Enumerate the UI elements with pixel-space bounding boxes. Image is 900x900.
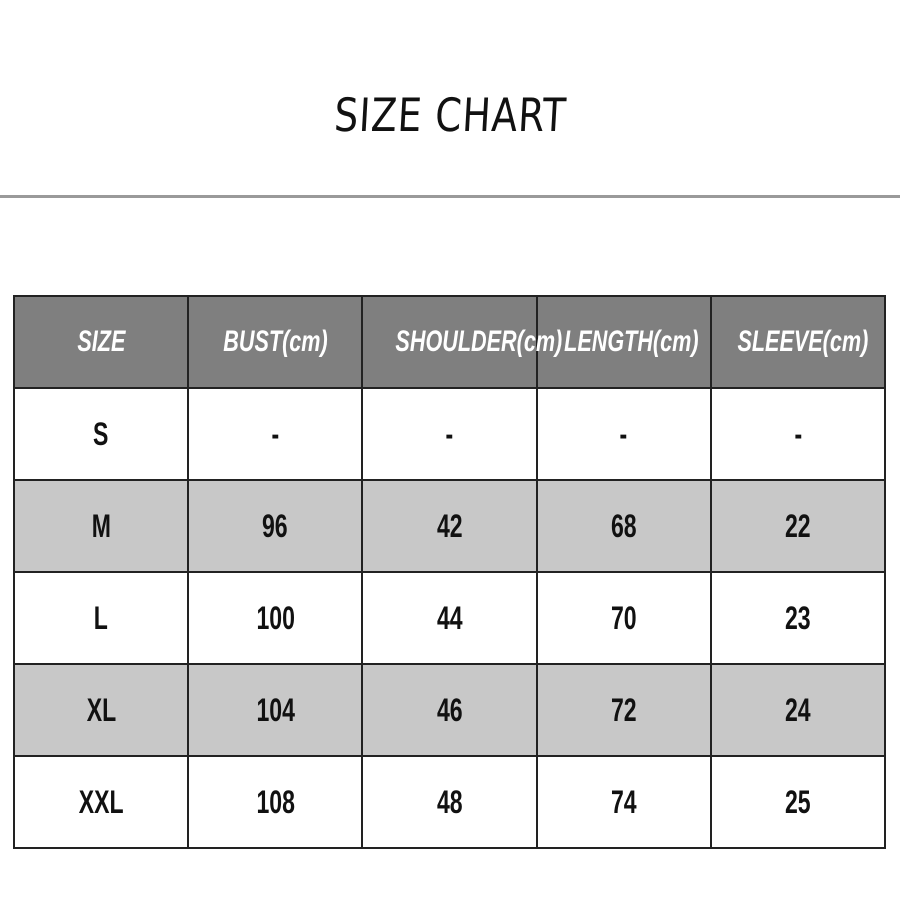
table-cell: XXL: [12, 755, 190, 849]
size-table: SIZE BUST(cm) SHOULDER(cm) LENGTH(cm) SLEEVE…: [12, 295, 887, 849]
table-cell: XL: [12, 663, 190, 757]
cell-value: 42: [436, 507, 463, 544]
table-cell: 104: [187, 663, 364, 757]
cell-value: -: [271, 415, 280, 452]
cell-value: -: [619, 415, 628, 452]
cell-value: XXL: [78, 783, 124, 820]
table-row: XXL 108 48 74 25: [12, 755, 887, 849]
table-cell: -: [361, 387, 538, 481]
column-header: SLEEVE(cm): [709, 295, 887, 389]
table-cell: -: [535, 387, 712, 481]
table-cell: 74: [535, 755, 712, 849]
header-row: SIZE BUST(cm) SHOULDER(cm) LENGTH(cm) SLEEVE…: [12, 295, 887, 389]
cell-value: 108: [256, 783, 295, 820]
cell-value: 74: [610, 783, 637, 820]
cell-value: 24: [785, 691, 811, 728]
table-cell: M: [12, 479, 190, 573]
table-cell: -: [709, 387, 887, 481]
page-title: SIZE CHART: [332, 88, 568, 142]
table-cell: 72: [535, 663, 712, 757]
cell-value: 104: [256, 691, 295, 728]
column-header: LENGTH(cm): [535, 295, 712, 389]
divider: [0, 195, 900, 198]
table-cell: 22: [709, 479, 887, 573]
cell-value: XL: [86, 691, 116, 728]
cell-value: 68: [610, 507, 637, 544]
table-cell: L: [12, 571, 190, 665]
column-header: SIZE: [12, 295, 190, 389]
column-header-label: SLEEVE(cm): [737, 325, 869, 358]
table-cell: 25: [709, 755, 887, 849]
cell-value: 72: [610, 691, 637, 728]
table-row: L 100 44 70 23: [12, 571, 887, 665]
column-header-label: LENGTH(cm): [563, 325, 699, 358]
table-cell: 24: [709, 663, 887, 757]
column-header: SHOULDER(cm): [361, 295, 563, 389]
table-cell: 100: [187, 571, 364, 665]
cell-value: 25: [785, 783, 811, 820]
table-cell: 96: [187, 479, 364, 573]
cell-value: -: [445, 415, 454, 452]
cell-value: 44: [436, 599, 463, 636]
cell-value: 48: [436, 783, 463, 820]
table-cell: 46: [361, 663, 538, 757]
cell-value: 22: [785, 507, 811, 544]
cell-value: 23: [785, 599, 811, 636]
cell-value: M: [91, 507, 111, 544]
table-row: XL 104 46 72 24: [12, 663, 887, 757]
column-header-label: SIZE: [77, 325, 126, 358]
cell-value: 46: [436, 691, 463, 728]
cell-value: 100: [256, 599, 295, 636]
table-cell: 48: [361, 755, 538, 849]
table-cell: 68: [535, 479, 712, 573]
table-row: S----: [12, 387, 887, 481]
column-header-label: BUST(cm): [223, 325, 328, 358]
cell-value: S: [93, 415, 109, 452]
table-cell: S: [12, 387, 190, 481]
cell-value: -: [794, 415, 802, 452]
cell-value: 96: [262, 507, 289, 544]
cell-value: 70: [610, 599, 637, 636]
table-cell: 70: [535, 571, 712, 665]
table-cell: 23: [709, 571, 887, 665]
table-cell: 44: [361, 571, 538, 665]
table-cell: 108: [187, 755, 364, 849]
table-row: M 96 42 68 22: [12, 479, 887, 573]
cell-value: L: [94, 599, 109, 636]
column-header: BUST(cm): [187, 295, 364, 389]
column-header-label: SHOULDER(cm): [395, 325, 563, 358]
table-cell: -: [187, 387, 364, 481]
table-cell: 42: [361, 479, 538, 573]
